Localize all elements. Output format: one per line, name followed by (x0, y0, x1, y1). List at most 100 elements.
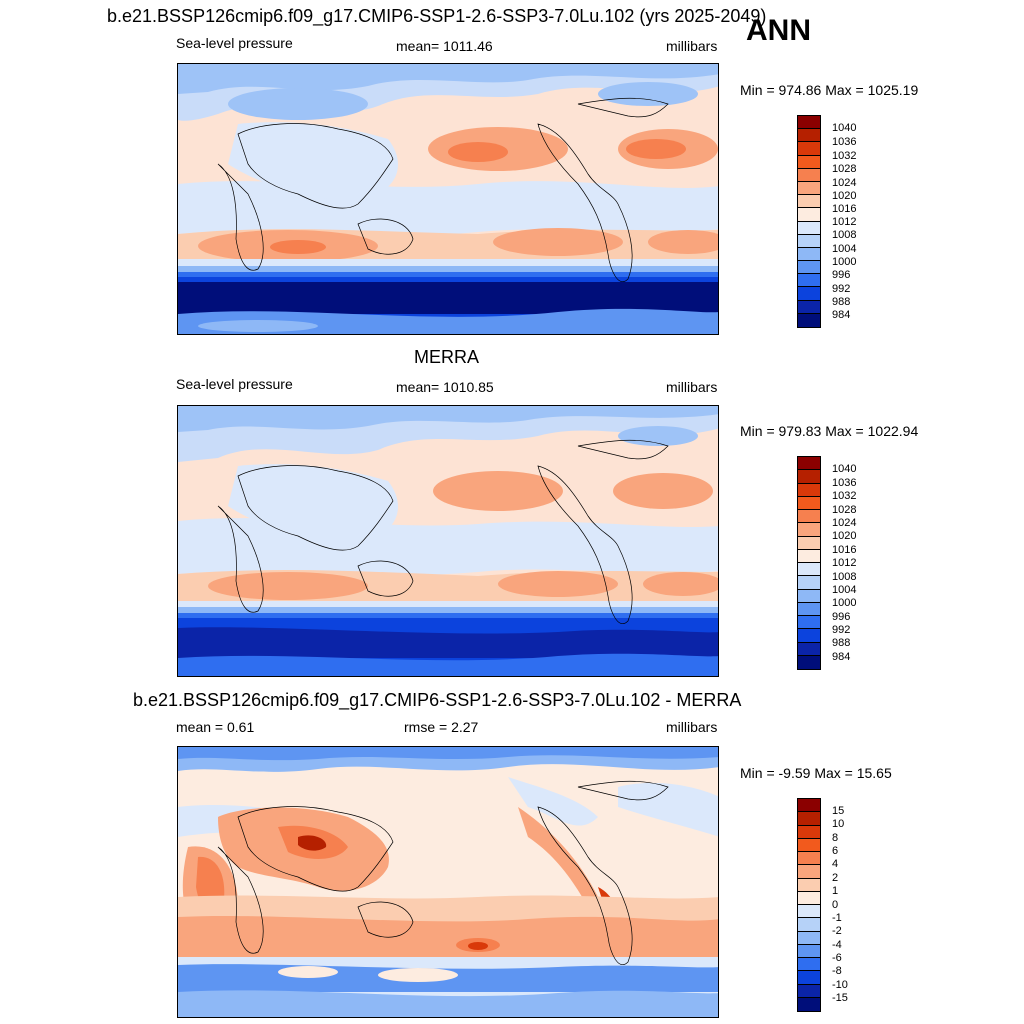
colorbar-swatch (798, 536, 820, 550)
colorbar-swatch (798, 234, 820, 248)
colorbar-tick-label: 1032 (832, 490, 857, 502)
colorbar-swatch (798, 155, 820, 169)
colorbar-tick-label: 1000 (832, 256, 857, 268)
colorbar-tick-label: 10 (832, 818, 845, 830)
colorbar-tick-label: 1004 (832, 584, 857, 596)
colorbar-tick-label: 1008 (832, 229, 857, 241)
panel3-mean-label: mean = 0.61 (176, 719, 255, 735)
colorbar-swatch (798, 984, 820, 998)
colorbar-swatch (798, 470, 820, 484)
colorbar-tick-label: 1036 (832, 136, 857, 148)
colorbar-swatch (798, 563, 820, 577)
panel2-title: MERRA (414, 347, 480, 367)
main-title: b.e21.BSSP126cmip6.f09_g17.CMIP6-SSP1-2.… (107, 6, 767, 26)
colorbar-swatch (798, 313, 820, 327)
colorbar-tick-label: 1016 (832, 203, 857, 215)
colorbar-swatch (798, 116, 820, 130)
colorbar-swatch (798, 891, 820, 905)
colorbar-tick-label: 992 (832, 283, 851, 295)
panel1-left-label: Sea-level pressure (176, 35, 293, 51)
colorbar-swatch (798, 878, 820, 892)
colorbar-tick-label: 1016 (832, 544, 857, 556)
colorbar-tick-label: 0 (832, 899, 839, 911)
colorbar-swatch (798, 997, 820, 1011)
colorbar-swatch (798, 261, 820, 275)
panel1-units-label: millibars (666, 38, 718, 54)
panel2-left-label: Sea-level pressure (176, 376, 293, 392)
panel3-colorbar (797, 798, 821, 1012)
colorbar-tick-label: 1012 (832, 216, 857, 228)
panel1-map (177, 63, 719, 335)
season-label: ANN (746, 14, 811, 47)
colorbar-tick-label: 1024 (832, 177, 857, 189)
colorbar-tick-label: 1000 (832, 597, 857, 609)
colorbar-swatch (798, 852, 820, 866)
colorbar-swatch (798, 629, 820, 643)
panel2-colorbar (797, 456, 821, 670)
colorbar-tick-label: 1028 (832, 163, 857, 175)
colorbar-swatch (798, 865, 820, 879)
colorbar-tick-label: 1028 (832, 504, 857, 516)
colorbar-tick-label: 6 (832, 845, 839, 857)
colorbar-swatch (798, 616, 820, 630)
colorbar-swatch (798, 958, 820, 972)
colorbar-swatch (798, 496, 820, 510)
colorbar-tick-label: -2 (832, 925, 842, 937)
panel3-map (177, 746, 719, 1018)
colorbar-tick-label: 1 (832, 885, 839, 897)
colorbar-tick-label: 996 (832, 269, 851, 281)
colorbar-tick-label: 1040 (832, 463, 857, 475)
colorbar-tick-label: 1020 (832, 530, 857, 542)
colorbar-swatch (798, 523, 820, 537)
panel3-units-label: millibars (666, 719, 718, 735)
colorbar-tick-label: 4 (832, 858, 839, 870)
colorbar-swatch (798, 602, 820, 616)
colorbar-tick-label: 1032 (832, 150, 857, 162)
panel1-mean-label: mean= 1011.46 (396, 38, 493, 54)
colorbar-swatch (798, 799, 820, 813)
colorbar-tick-label: 1008 (832, 571, 857, 583)
colorbar-swatch (798, 510, 820, 524)
colorbar-tick-label: 15 (832, 805, 845, 817)
colorbar-tick-label: 1024 (832, 517, 857, 529)
colorbar-swatch (798, 838, 820, 852)
colorbar-swatch (798, 129, 820, 143)
colorbar-swatch (798, 195, 820, 209)
colorbar-tick-label: 8 (832, 832, 839, 844)
panel2-mean-label: mean= 1010.85 (396, 379, 494, 395)
colorbar-swatch (798, 642, 820, 656)
colorbar-swatch (798, 287, 820, 301)
colorbar-swatch (798, 142, 820, 156)
colorbar-tick-label: 992 (832, 624, 851, 636)
panel2-minmax: Min = 979.83 Max = 1022.94 (740, 423, 919, 439)
colorbar-tick-label: 984 (832, 309, 851, 321)
colorbar-tick-label: 996 (832, 611, 851, 623)
colorbar-tick-label: 1020 (832, 190, 857, 202)
colorbar-swatch (798, 208, 820, 222)
colorbar-tick-label: 1036 (832, 477, 857, 489)
colorbar-swatch (798, 168, 820, 182)
colorbar-swatch (798, 918, 820, 932)
panel2-units-label: millibars (666, 379, 718, 395)
colorbar-tick-label: -1 (832, 912, 842, 924)
colorbar-swatch (798, 655, 820, 669)
colorbar-tick-label: 1004 (832, 243, 857, 255)
colorbar-swatch (798, 549, 820, 563)
colorbar-swatch (798, 274, 820, 288)
colorbar-tick-label: 2 (832, 872, 839, 884)
colorbar-tick-label: 984 (832, 651, 851, 663)
colorbar-swatch (798, 576, 820, 590)
colorbar-tick-label: 988 (832, 296, 851, 308)
panel2-map (177, 405, 719, 677)
colorbar-swatch (798, 931, 820, 945)
panel3-rmse-label: rmse = 2.27 (404, 719, 479, 735)
colorbar-tick-label: -8 (832, 965, 842, 977)
colorbar-tick-label: -4 (832, 939, 842, 951)
colorbar-swatch (798, 247, 820, 262)
panel1-colorbar (797, 115, 821, 328)
colorbar-swatch (798, 300, 820, 314)
colorbar-swatch (798, 483, 820, 497)
panel3-title: b.e21.BSSP126cmip6.f09_g17.CMIP6-SSP1-2.… (133, 690, 742, 710)
colorbar-swatch (798, 905, 820, 919)
colorbar-tick-label: -15 (832, 992, 848, 1004)
